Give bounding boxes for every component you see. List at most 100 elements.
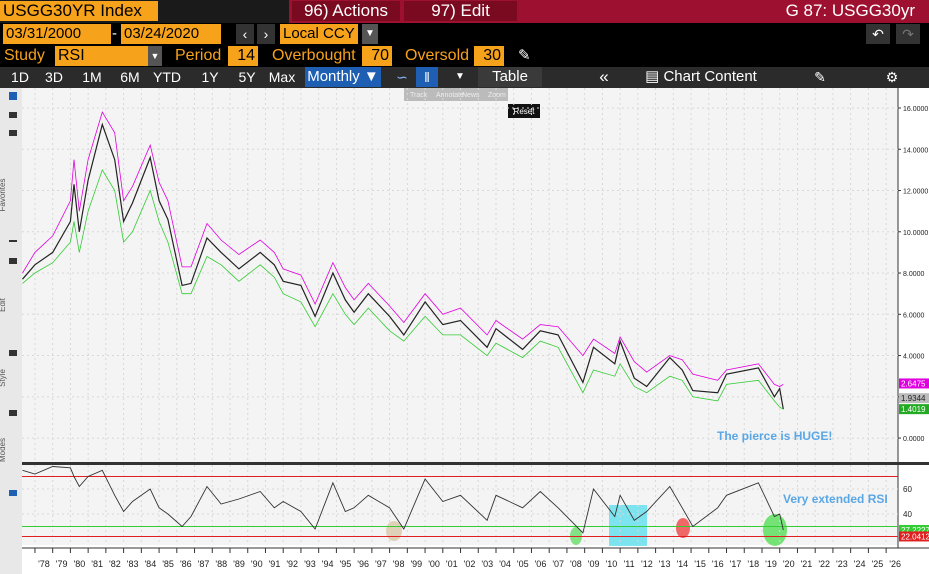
table-button[interactable]: Table [478, 67, 542, 87]
last-value-box [899, 393, 929, 404]
x-tick-label: '88 [215, 559, 227, 569]
x-tick-label: '96 [357, 559, 369, 569]
zoom-tool-label: News [462, 92, 480, 99]
x-tick-label: '85 [162, 559, 174, 569]
last-value-label: 27.2227 [901, 526, 929, 535]
last-value-label: 1.4019 [901, 405, 926, 414]
currency-select[interactable]: Local CCY [280, 24, 358, 44]
y-tick-label: 8.0000 [903, 271, 925, 278]
edit-menu[interactable]: 97) Edit [404, 1, 517, 21]
tool-icon[interactable] [9, 130, 17, 136]
last-value-box [899, 531, 929, 542]
y-axis-area [898, 88, 929, 548]
oversold-label: Oversold [405, 47, 470, 64]
price-line [22, 122, 784, 410]
period-button[interactable]: Max [268, 69, 296, 85]
oversold-input[interactable]: 30 [474, 46, 504, 66]
x-tick-label: '06 [535, 559, 547, 569]
study-select[interactable]: RSI [55, 46, 151, 66]
x-tick-label: '93 [304, 559, 316, 569]
date-separator: - [112, 25, 117, 42]
tool-icon[interactable] [9, 92, 17, 100]
bar-chart-icon[interactable]: ‖ [416, 67, 438, 87]
x-tick-label: '13 [659, 559, 671, 569]
function-name: G 87: USGG30yr [785, 1, 915, 20]
settings-icon[interactable]: ⚙ [885, 69, 899, 85]
y-tick-label: 12.0000 [903, 189, 928, 196]
x-tick-label: '91 [269, 559, 281, 569]
chart-type-dropdown[interactable]: ▼ [455, 71, 465, 82]
frequency-label: Monthly [307, 68, 360, 85]
price-line [22, 111, 784, 387]
x-tick-label: '83 [127, 559, 139, 569]
end-date[interactable]: 03/24/2020 [121, 24, 221, 44]
highlight-circle [763, 514, 787, 546]
currency-dropdown[interactable]: ▼ [362, 24, 378, 44]
x-tick-label: '08 [570, 559, 582, 569]
period-button[interactable]: 1D [11, 69, 29, 85]
collapse-button[interactable]: « [599, 67, 609, 86]
next-button[interactable]: › [257, 24, 275, 44]
period-button[interactable]: 5Y [238, 69, 256, 85]
study-dropdown[interactable]: ▼ [148, 46, 162, 66]
zoom-tool-label: Zoom [488, 92, 506, 99]
y-tick-label: 14.0000 [903, 147, 928, 154]
reset-button[interactable] [508, 104, 540, 118]
x-tick-label: '15 [694, 559, 706, 569]
last-value-box [899, 378, 929, 389]
period-button[interactable]: 1Y [201, 69, 219, 85]
sidebar-label: Modes [0, 438, 7, 462]
edit-icon[interactable]: ✎ [814, 69, 826, 85]
x-tick-label: '97 [375, 559, 387, 569]
x-tick-label: '23 [836, 559, 848, 569]
x-tick-label: '78 [38, 559, 50, 569]
left-toolbar [0, 88, 22, 574]
sidebar-label: Style [0, 369, 7, 387]
chart-content-label: Chart Content [663, 68, 757, 85]
start-date[interactable]: 03/31/2000 [3, 24, 111, 44]
prev-button[interactable]: ‹ [236, 24, 254, 44]
tool-icon[interactable] [9, 350, 17, 356]
pencil-icon[interactable]: ✎ [518, 47, 531, 64]
y-tick-label: 4.0000 [903, 354, 925, 361]
period-bar [0, 67, 929, 88]
last-value-box [899, 404, 929, 415]
frequency-select[interactable]: Monthly ▼ [305, 67, 381, 87]
zoom-tool-label: Track [410, 92, 428, 99]
security-input[interactable]: USGG30YR Index [0, 1, 158, 21]
x-tick-label: '95 [340, 559, 352, 569]
x-tick-label: '12 [641, 559, 653, 569]
overbought-label: Overbought [272, 47, 356, 64]
x-tick-label: '25 [872, 559, 884, 569]
tool-icon[interactable] [9, 112, 17, 118]
last-value-label: 1.9344 [901, 394, 926, 403]
x-tick-label: '80 [74, 559, 86, 569]
x-tick-label: '05 [517, 559, 529, 569]
annotation: Very extended RSI [783, 492, 888, 506]
x-tick-label: '21 [801, 559, 813, 569]
y-tick-label: 60 [903, 485, 912, 494]
tool-icon[interactable] [9, 410, 17, 416]
zoom-tool-label: Annotate [436, 92, 464, 99]
x-tick-label: '17 [730, 559, 742, 569]
y-tick-label: 40 [903, 510, 912, 519]
x-tick-label: '99 [410, 559, 422, 569]
period-button[interactable]: 6M [120, 69, 140, 85]
period-input[interactable]: 14 [228, 46, 258, 66]
overbought-input[interactable]: 70 [362, 46, 392, 66]
tool-icon[interactable] [9, 490, 17, 496]
y-tick-label: 10.0000 [903, 230, 928, 237]
period-label: Period [175, 47, 222, 64]
actions-menu[interactable]: 96) Actions [292, 1, 400, 21]
period-button[interactable]: YTD [153, 69, 181, 85]
chart-content-button[interactable]: ▤ Chart Content [645, 68, 757, 85]
line-chart-icon[interactable]: ∽ [396, 69, 408, 85]
period-button[interactable]: 1M [82, 69, 102, 85]
undo-button[interactable]: ↶ [866, 24, 890, 44]
tool-icon[interactable] [9, 258, 17, 264]
period-button[interactable]: 3D [45, 69, 63, 85]
rsi-line [22, 466, 784, 534]
x-tick-label: '89 [233, 559, 245, 569]
redo-button[interactable]: ↷ [896, 24, 920, 44]
tool-icon[interactable] [9, 240, 17, 242]
